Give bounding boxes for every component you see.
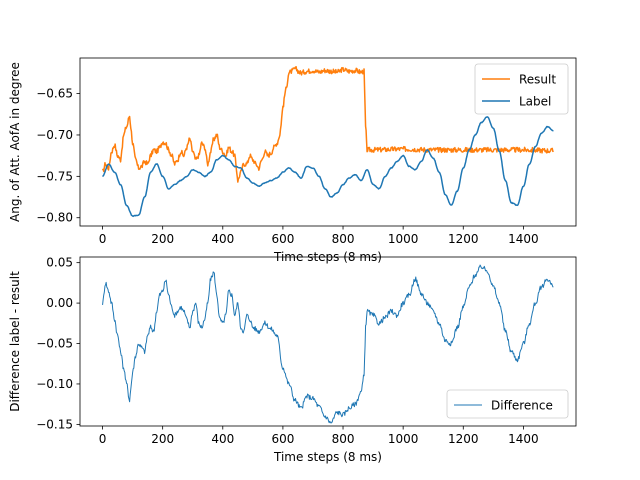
series-line-label — [101, 116, 554, 218]
y-axis-label: Ang. of Att. AofA in degree — [8, 62, 22, 222]
x-tick-label: 200 — [151, 432, 174, 446]
y-tick-label: −0.05 — [36, 337, 73, 351]
x-tick-label: 1000 — [388, 232, 419, 246]
y-tick-label: 0.05 — [46, 256, 73, 270]
legend: Result Label — [474, 63, 569, 115]
x-tick-label: 600 — [271, 432, 294, 446]
y-axis-label: Difference label - result — [8, 271, 22, 412]
bottom-chart: 0 200 400 600 800 1000 1200 1400 −0.15 −0.10 −0.05… — [8, 256, 577, 464]
x-tick-label: 1400 — [508, 232, 539, 246]
y-tick-label: −0.10 — [36, 377, 73, 391]
x-tick-label: 600 — [271, 232, 294, 246]
series-line-difference — [102, 264, 554, 424]
y-tick-label: 0.00 — [46, 296, 73, 310]
x-tick-label: 400 — [211, 432, 234, 446]
y-tick-label: −0.15 — [36, 417, 73, 431]
legend-label-result: Result — [519, 73, 556, 87]
y-tick-label: −0.70 — [36, 128, 73, 142]
x-tick-label: 800 — [332, 232, 355, 246]
legend-label-difference: Difference — [491, 399, 553, 413]
legend-box — [446, 389, 569, 419]
y-tick-label: −0.75 — [36, 169, 73, 183]
x-tick-label: 1200 — [448, 232, 479, 246]
x-axis-label: Time steps (8 ms) — [273, 450, 382, 464]
y-tick-label: −0.80 — [36, 211, 73, 225]
legend: Difference — [446, 389, 569, 419]
x-tick-label: 1000 — [388, 432, 419, 446]
axes-frame — [79, 256, 577, 427]
x-tick-label: 400 — [211, 232, 234, 246]
x-tick-label: 0 — [99, 232, 107, 246]
x-tick-label: 1200 — [448, 432, 479, 446]
x-tick-label: 0 — [99, 432, 107, 446]
series-line-result — [101, 66, 555, 183]
x-tick-label: 800 — [332, 432, 355, 446]
top-chart: 0 200 400 600 800 1000 1200 1400 −0.80 −0.75 −0.70… — [8, 57, 577, 264]
legend-label-label: Label — [519, 95, 551, 109]
axes-frame — [79, 57, 577, 227]
x-tick-label: 1400 — [508, 432, 539, 446]
x-tick-label: 200 — [151, 232, 174, 246]
y-tick-label: −0.65 — [36, 87, 73, 101]
